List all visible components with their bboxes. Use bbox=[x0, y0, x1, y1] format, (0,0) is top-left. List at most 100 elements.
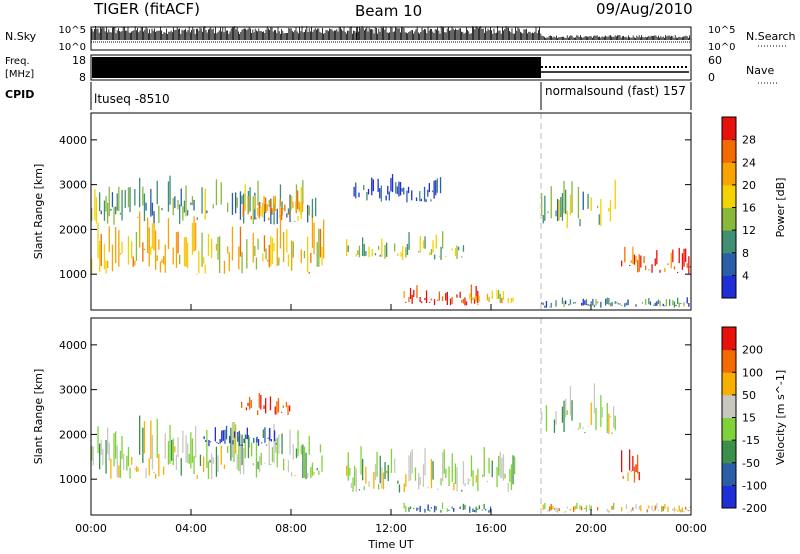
scatter-cell bbox=[472, 508, 474, 512]
scatter-cell bbox=[608, 207, 610, 212]
scatter-cell bbox=[544, 305, 546, 308]
scatter-cell bbox=[577, 186, 580, 219]
scatter-cell bbox=[126, 455, 128, 471]
scatter-cell bbox=[198, 251, 200, 274]
scatter-cell bbox=[423, 186, 426, 202]
scatter-cell bbox=[509, 469, 511, 483]
scatter-cell bbox=[142, 427, 144, 463]
scatter-cell bbox=[196, 273, 198, 275]
scatter-cell bbox=[394, 243, 396, 252]
scatter-cell bbox=[569, 299, 572, 305]
scatter-cell bbox=[587, 303, 589, 306]
scatter-cell bbox=[190, 202, 192, 205]
scatter-cell bbox=[435, 234, 437, 249]
scatter-cell bbox=[592, 299, 594, 306]
scatter-cell bbox=[352, 477, 354, 492]
scatter-cell bbox=[250, 215, 252, 220]
scatter-cell bbox=[163, 466, 165, 475]
scatter-cell bbox=[286, 213, 288, 218]
scatter-cell bbox=[584, 300, 586, 305]
scatter-cell bbox=[485, 508, 487, 511]
scatter-cell bbox=[167, 181, 170, 212]
scatter-cell bbox=[669, 299, 671, 306]
scatter-cell bbox=[177, 231, 179, 254]
scatter-cell bbox=[445, 256, 447, 258]
scatter-cell bbox=[654, 505, 656, 511]
nsky-tick-top: 10^5 bbox=[59, 25, 86, 36]
scatter-cell bbox=[291, 472, 293, 477]
scatter-cell bbox=[180, 188, 182, 207]
scatter-cell bbox=[553, 507, 556, 510]
scatter-cell bbox=[481, 509, 484, 511]
scatter-cell bbox=[499, 293, 501, 304]
scatter-cell bbox=[502, 291, 505, 300]
scatter-cell bbox=[437, 299, 439, 301]
scatter-cell bbox=[656, 250, 658, 265]
scatter-cell bbox=[409, 506, 412, 510]
scatter-cell bbox=[445, 293, 447, 301]
scatter-cell bbox=[203, 257, 205, 264]
scatter-cell bbox=[568, 303, 570, 306]
scatter-cell bbox=[453, 508, 455, 512]
scatter-cell bbox=[600, 198, 602, 227]
scatter-cell bbox=[433, 180, 435, 199]
scatter-cell bbox=[268, 217, 270, 221]
scatter-cell bbox=[316, 468, 318, 471]
scatter-cell bbox=[464, 297, 466, 306]
scatter-cell bbox=[209, 459, 211, 463]
freq-label-line1: Freq. bbox=[5, 56, 30, 67]
scatter-cell bbox=[640, 255, 642, 268]
scatter-cell bbox=[267, 259, 269, 262]
nsearch-tick-top: 10^5 bbox=[708, 25, 735, 36]
scatter-cell bbox=[279, 184, 282, 207]
scatter-cell bbox=[201, 232, 203, 267]
scatter-cell bbox=[156, 418, 158, 458]
scatter-cell bbox=[249, 397, 251, 410]
scatter-cell bbox=[142, 186, 144, 206]
scatter-cell bbox=[119, 450, 122, 478]
scatter-cell bbox=[440, 478, 442, 486]
scatter-cell bbox=[541, 302, 543, 305]
scatter-cell bbox=[211, 238, 213, 259]
scatter-cell bbox=[113, 433, 115, 467]
scatter-cell bbox=[224, 429, 226, 444]
scatter-cell bbox=[433, 505, 436, 513]
scatter-cell bbox=[482, 474, 484, 477]
scatter-cell bbox=[584, 432, 586, 434]
scatter-cell bbox=[171, 439, 173, 461]
scatter-cell bbox=[408, 507, 410, 512]
scatter-cell bbox=[386, 470, 388, 474]
colorbar-swatch bbox=[722, 417, 736, 441]
scatter-cell bbox=[108, 442, 110, 461]
scatter-cell bbox=[391, 174, 394, 193]
scatter-cell bbox=[235, 424, 237, 454]
scatter-cell bbox=[310, 466, 312, 479]
scatter-region bbox=[403, 284, 479, 306]
scatter-cell bbox=[227, 446, 229, 453]
scatter-cell bbox=[550, 302, 552, 308]
scatter-cell bbox=[161, 207, 163, 211]
y-tick-label: 2000 bbox=[59, 428, 87, 441]
data-cells bbox=[91, 383, 692, 513]
scatter-cell bbox=[462, 461, 465, 485]
scatter-cell bbox=[685, 248, 687, 262]
scatter-cell bbox=[448, 466, 450, 486]
scatter-cell bbox=[269, 396, 272, 411]
scatter-cell bbox=[212, 204, 214, 209]
scatter-cell bbox=[158, 454, 160, 477]
scatter-region bbox=[242, 190, 304, 221]
scatter-cell bbox=[283, 232, 285, 263]
scatter-cell bbox=[496, 289, 498, 300]
scatter-cell bbox=[91, 208, 93, 221]
scatter-cell bbox=[406, 190, 408, 203]
scatter-cell bbox=[405, 474, 407, 487]
scatter-cell bbox=[363, 486, 365, 490]
scatter-cell bbox=[206, 429, 208, 468]
scatter-cell bbox=[121, 241, 123, 254]
scatter-cell bbox=[427, 486, 429, 489]
scatter-cell bbox=[239, 434, 242, 475]
scatter-cell bbox=[507, 298, 509, 304]
scatter-cell bbox=[411, 190, 413, 201]
scatter-cell bbox=[483, 503, 485, 510]
scatter-cell bbox=[150, 420, 152, 459]
